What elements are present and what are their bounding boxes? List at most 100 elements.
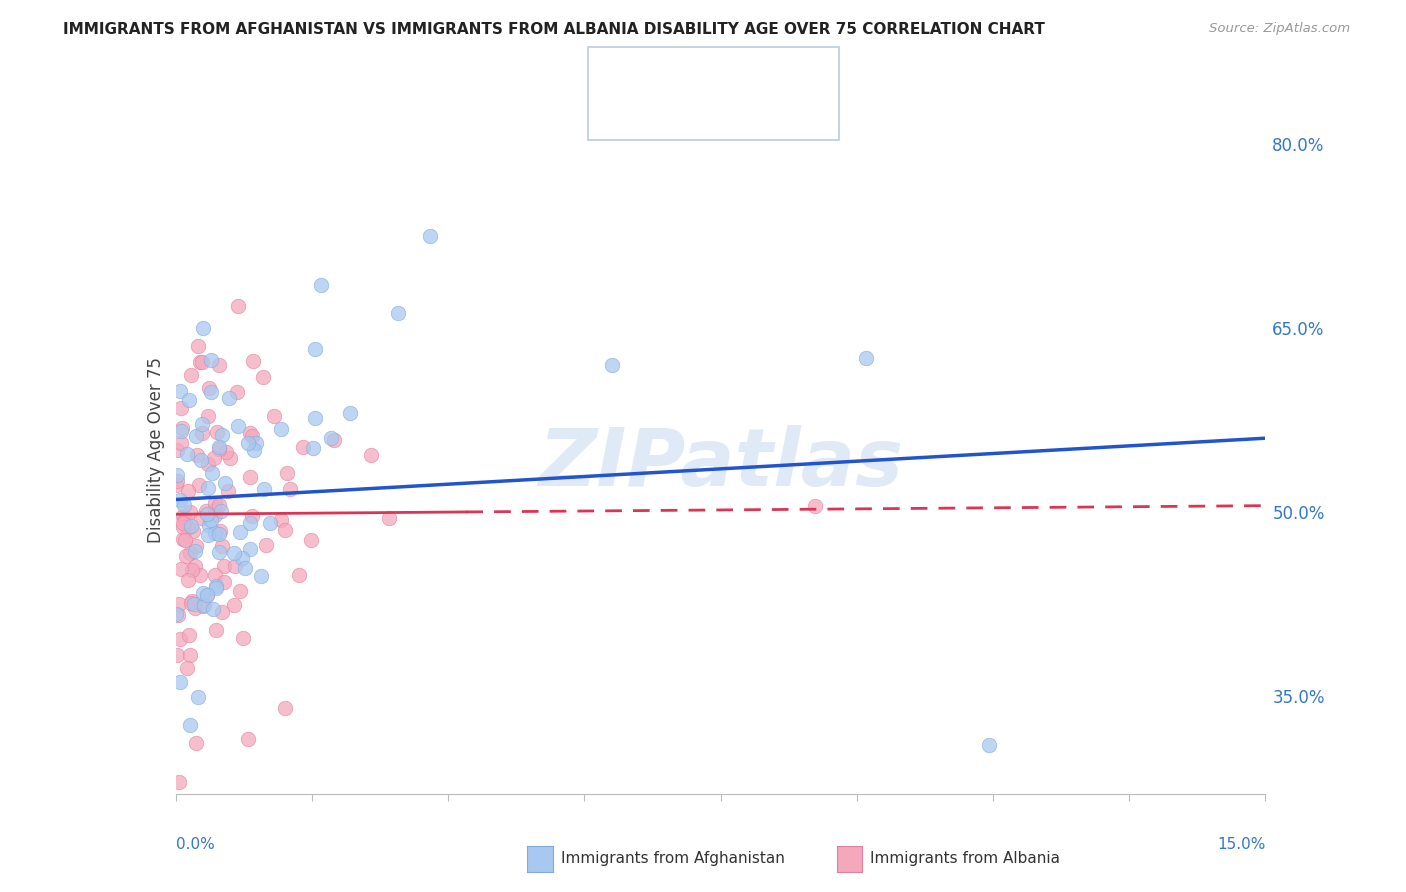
Point <box>229 524 252 539</box>
Point <box>211 605 233 619</box>
Point <box>188 478 211 492</box>
Point <box>208 358 231 372</box>
Point <box>288 568 311 582</box>
Point <box>166 443 188 458</box>
Text: R =: R = <box>633 102 666 116</box>
Point <box>193 598 215 612</box>
Point <box>166 648 188 663</box>
Text: 65: 65 <box>735 62 756 77</box>
Point <box>239 541 262 556</box>
Point <box>186 339 209 353</box>
Point <box>179 546 201 560</box>
Point <box>292 440 315 454</box>
Point <box>236 435 259 450</box>
Point <box>253 483 276 497</box>
Point <box>302 441 325 455</box>
Point <box>170 421 193 435</box>
Point <box>195 507 218 521</box>
Point <box>270 513 292 527</box>
Point <box>166 477 188 491</box>
Point <box>233 561 256 575</box>
Point <box>195 589 218 603</box>
Point <box>205 582 228 596</box>
Point <box>177 483 200 498</box>
Text: Immigrants from Afghanistan: Immigrants from Afghanistan <box>561 852 785 866</box>
Point <box>239 469 262 483</box>
Point <box>184 559 207 574</box>
Point <box>321 431 343 445</box>
Point <box>208 441 231 455</box>
Point <box>190 511 212 525</box>
Point <box>200 513 222 527</box>
Point <box>225 385 247 400</box>
Point <box>183 598 205 612</box>
Point <box>211 427 233 442</box>
Point <box>172 516 194 530</box>
Point <box>214 558 236 573</box>
Text: N =: N = <box>707 62 741 77</box>
Point <box>172 520 194 534</box>
Point <box>176 447 198 461</box>
Point <box>184 736 207 750</box>
Point <box>214 475 236 490</box>
Point <box>274 524 297 538</box>
Point <box>208 545 231 559</box>
Point <box>173 510 195 524</box>
Point <box>855 351 877 366</box>
Point <box>172 509 194 524</box>
Point <box>252 370 274 384</box>
Point <box>191 599 214 613</box>
Point <box>304 342 326 356</box>
Point <box>979 738 1001 752</box>
Point <box>197 458 219 472</box>
Point <box>197 528 219 542</box>
Point <box>195 588 218 602</box>
Point <box>263 409 285 424</box>
Point <box>197 481 219 495</box>
Point <box>198 517 221 532</box>
Point <box>232 631 254 645</box>
Point <box>204 568 226 582</box>
Point <box>209 503 232 517</box>
Point <box>229 584 252 599</box>
Point <box>191 321 214 335</box>
Point <box>200 352 222 367</box>
Point <box>217 483 239 498</box>
Point <box>170 401 193 416</box>
Point <box>205 425 228 439</box>
Point <box>208 524 231 538</box>
Y-axis label: Disability Age Over 75: Disability Age Over 75 <box>146 358 165 543</box>
Point <box>195 504 218 518</box>
Text: 0.0%: 0.0% <box>176 837 215 852</box>
Point <box>204 495 226 509</box>
Text: IMMIGRANTS FROM AFGHANISTAN VS IMMIGRANTS FROM ALBANIA DISABILITY AGE OVER 75 CO: IMMIGRANTS FROM AFGHANISTAN VS IMMIGRANT… <box>63 22 1045 37</box>
Point <box>169 632 191 646</box>
Point <box>202 451 225 466</box>
Point <box>204 503 226 517</box>
Point <box>201 466 224 480</box>
Point <box>214 574 236 589</box>
Point <box>205 579 228 593</box>
Point <box>197 409 219 424</box>
Point <box>167 597 190 611</box>
Point <box>180 597 202 611</box>
Point <box>205 623 228 637</box>
Point <box>804 499 827 513</box>
Point <box>170 436 193 450</box>
Text: 96: 96 <box>735 102 756 116</box>
Point <box>204 526 226 541</box>
Point <box>169 562 191 576</box>
Point <box>238 731 260 746</box>
Point <box>211 539 233 553</box>
Point <box>181 524 204 538</box>
Point <box>184 601 207 615</box>
Text: ZIPatlas: ZIPatlas <box>538 425 903 503</box>
Text: N =: N = <box>707 102 741 116</box>
Point <box>250 569 273 583</box>
Point <box>173 499 195 513</box>
Point <box>184 428 207 442</box>
Point <box>174 512 197 526</box>
Point <box>174 549 197 563</box>
Point <box>187 690 209 705</box>
Point <box>166 607 188 622</box>
